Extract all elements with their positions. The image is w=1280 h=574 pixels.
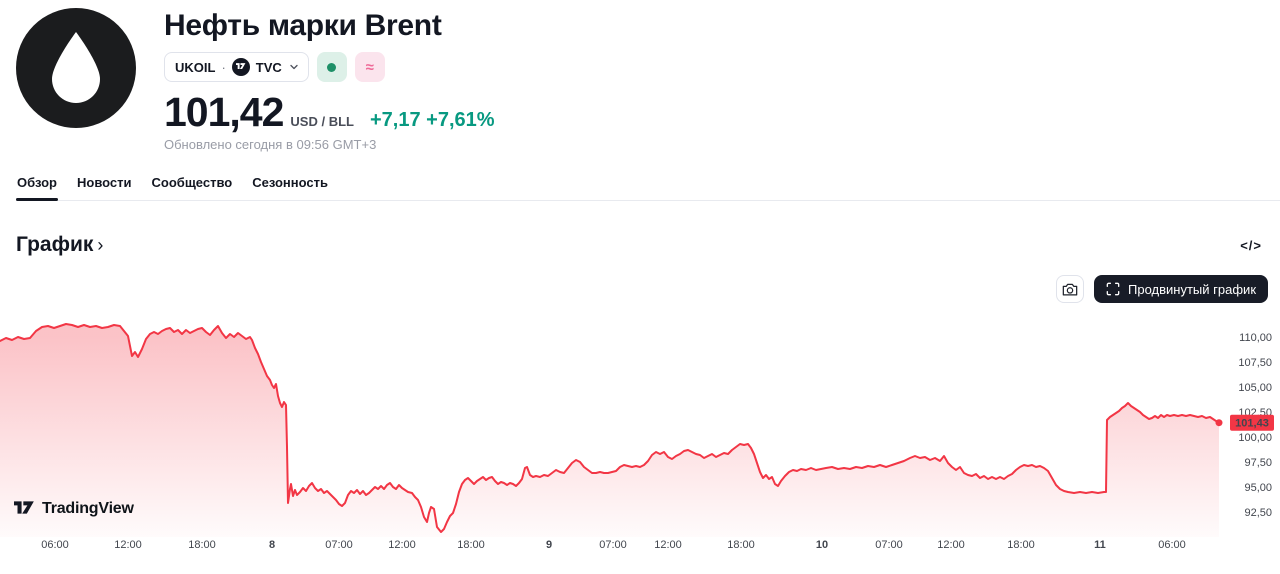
chevron-right-icon: › [97,234,104,255]
tab-overview[interactable]: Обзор [16,175,58,201]
last-updated: Обновлено сегодня в 09:56 GMT+3 [164,137,377,152]
advanced-chart-label: Продвинутый график [1128,281,1256,297]
svg-text:07:00: 07:00 [875,539,903,551]
svg-text:07:00: 07:00 [599,539,627,551]
change-percent: +7,61% [426,109,495,131]
approx-icon: ≈ [365,58,374,76]
svg-text:06:00: 06:00 [41,539,69,551]
svg-text:101,43: 101,43 [1235,418,1269,430]
current-price: 101,42 [164,89,284,135]
oil-drop-logo [16,8,136,128]
svg-text:8: 8 [269,539,275,551]
snapshot-button[interactable] [1056,275,1085,303]
section-title-text: График [16,233,94,256]
svg-text:107,50: 107,50 [1238,357,1272,369]
svg-text:9: 9 [546,539,552,551]
delayed-data-badge[interactable]: ≈ [354,52,385,82]
tradingview-logo-text: TradingView [42,500,134,517]
symbol-meta-row: UKOIL · TVC [164,52,495,82]
page-title: Нефть марки Brent [164,9,442,42]
exchange-label: TVC [255,59,282,75]
svg-text:07:00: 07:00 [325,539,353,551]
fullscreen-icon [1106,282,1120,296]
price-unit: USD / BLL [290,114,354,129]
chart-section-head: График › </> [16,233,1262,257]
svg-text:92,50: 92,50 [1244,507,1272,519]
change-absolute: +7,17 [369,109,421,131]
svg-text:110,00: 110,00 [1239,332,1272,344]
svg-text:95,00: 95,00 [1244,482,1272,494]
svg-text:18:00: 18:00 [1007,539,1035,551]
market-status-badge[interactable] [316,52,347,82]
tab-community[interactable]: Сообщество [151,175,233,190]
tab-news[interactable]: Новости [77,175,132,190]
x-axis-labels: 06:00 12:00 18:00 8 07:00 12:00 18:00 9 07:00 12:… [41,539,1186,551]
svg-text:97,50: 97,50 [1244,457,1272,469]
svg-text:18:00: 18:00 [188,539,216,551]
price-row: 101,42 USD / BLL +7,17 +7,61% [164,90,495,134]
chart-area-fill [0,324,1219,537]
market-open-dot-icon [327,62,337,72]
symbol-ticker: UKOIL [175,59,216,75]
price-chart[interactable]: 110,00107,50105,00102,50100,0097,5095,00… [0,315,1280,564]
y-axis-labels: 110,00107,50105,00102,50100,0097,5095,00… [1238,332,1272,519]
chevron-down-icon [290,64,298,70]
current-price-marker: 101,43 [1215,414,1274,431]
tab-seasonality[interactable]: Сезонность [252,175,328,190]
chart-area: 110,00 107,50 105,00 102,50 100,00 97,50 95,00… [0,315,1280,564]
svg-text:18:00: 18:00 [727,539,755,551]
symbol-selector[interactable]: UKOIL · TVC [164,52,309,82]
svg-text:12:00: 12:00 [388,539,416,551]
svg-text:12:00: 12:00 [937,539,965,551]
chart-price-line [0,323,1220,533]
embed-code-icon[interactable]: </> [1240,237,1262,253]
svg-text:105,00: 105,00 [1238,382,1272,394]
tradingview-watermark[interactable]: TradingView [14,500,134,518]
svg-text:100,00: 100,00 [1238,432,1272,444]
chart-section-link[interactable]: График › [16,233,103,257]
camera-icon [1062,283,1078,295]
tradingview-logo-icon [14,500,34,514]
tradingview-exchange-icon [231,58,250,76]
chart-toolbar: Продвинутый график [0,275,1268,303]
separator: · [221,59,226,75]
svg-text:12:00: 12:00 [654,539,682,551]
svg-text:10: 10 [816,539,828,551]
advanced-chart-button[interactable]: Продвинутый график [1094,275,1268,303]
svg-text:12:00: 12:00 [114,539,142,551]
tab-bar: Обзор Новости Сообщество Сезонность [16,175,1280,201]
svg-text:06:00: 06:00 [1158,539,1186,551]
symbol-header: Нефть марки Brent UKOIL · TVC [0,0,1280,152]
svg-text:18:00: 18:00 [457,539,485,551]
svg-text:11: 11 [1094,539,1106,551]
price-change: +7,17 +7,61% [370,109,495,132]
